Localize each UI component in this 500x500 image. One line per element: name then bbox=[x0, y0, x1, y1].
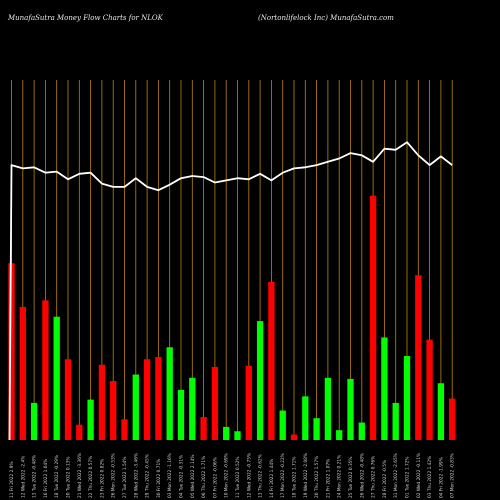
money-flow-bar bbox=[290, 434, 298, 440]
x-tick-label: 02 Wed 2022 -0.11% bbox=[416, 453, 422, 498]
money-flow-bar bbox=[53, 316, 60, 440]
x-tick-label: 14 Fri 2022 1.44% bbox=[269, 459, 275, 498]
money-flow-bar bbox=[426, 339, 433, 440]
x-tick-label: 29 Thu 2022 -0.45% bbox=[145, 454, 151, 498]
x-tick-label: 31 Mon 2022 -2.65% bbox=[393, 453, 399, 498]
x-tick-label: 26 Mon 2022 -0.53% bbox=[111, 453, 117, 498]
x-tick-label: 20 Tue 2022 0.13% bbox=[66, 457, 72, 499]
money-flow-bar bbox=[42, 300, 49, 440]
x-tick-label: 28 Wed 2022 -3.46% bbox=[133, 453, 139, 498]
money-flow-bar bbox=[347, 378, 354, 440]
x-tick-label: 13 Thu 2022 -0.62% bbox=[258, 454, 264, 498]
price-line bbox=[8, 141, 453, 441]
money-flow-bar bbox=[177, 389, 185, 440]
money-flow-bar bbox=[369, 195, 377, 440]
chart-title-left: MunafaSutra Money Flow Charts for NLOK bbox=[8, 14, 163, 22]
x-tick-label: 03 Mon 2022 -1.16% bbox=[167, 453, 173, 498]
money-flow-bar bbox=[132, 374, 139, 440]
money-flow-bar bbox=[324, 377, 332, 440]
x-tick-label: 23 Fri 2022 0.82% bbox=[99, 459, 105, 498]
x-tick-label: 04 Tue 2022 -0.31% bbox=[179, 455, 185, 498]
money-flow-bar bbox=[381, 337, 388, 440]
money-flow-bar bbox=[166, 347, 173, 440]
money-flow-bar bbox=[403, 356, 411, 440]
x-tick-label: 19 Wed 2022 -2.08% bbox=[303, 453, 309, 498]
money-flow-bar bbox=[358, 422, 365, 440]
x-tick-label: 01 Tue 2022 1.72% bbox=[405, 457, 411, 499]
money-flow-bar bbox=[302, 396, 309, 440]
x-tick-label: 03 Thu 2022 1.42% bbox=[427, 456, 433, 498]
x-tick-label: 27 Tue 2022 1.54% bbox=[122, 457, 128, 499]
money-flow-bar bbox=[30, 402, 38, 440]
x-tick-label: 05 Wed 2022 2.14% bbox=[190, 454, 196, 498]
x-tick-label: 27 Thu 2022 0.76% bbox=[371, 456, 377, 498]
money-flow-bar bbox=[437, 383, 445, 440]
money-flow-bar bbox=[313, 418, 320, 440]
money-flow-bar bbox=[415, 275, 422, 440]
x-tick-label: 18 Tue 2022 -0.29% bbox=[54, 455, 60, 498]
x-tick-label: 18 Tue 2022 1.71% bbox=[292, 457, 298, 499]
money-flow-bar bbox=[234, 431, 241, 440]
money-flow-bar bbox=[8, 263, 15, 440]
money-flow-bar bbox=[98, 364, 106, 440]
x-tick-label: 28 Fri 2022 -0.5% bbox=[382, 460, 388, 498]
x-tick-label: 06 Thu 2022 1.71% bbox=[201, 456, 207, 498]
money-flow-bar bbox=[143, 359, 151, 440]
money-flow-bar bbox=[76, 424, 83, 440]
money-flow-bar bbox=[223, 426, 230, 440]
x-tick-label: 07 Mon 2022 -0.83% bbox=[450, 453, 456, 498]
money-flow-bar bbox=[268, 281, 275, 440]
x-tick-label: 17 Mon 2022 -0.22% bbox=[280, 453, 286, 498]
money-flow-bar bbox=[245, 365, 252, 440]
money-flow-bar bbox=[189, 377, 196, 440]
money-flow-bar bbox=[121, 419, 128, 440]
x-tick-label: 07 Fri 2022 -0.06% bbox=[212, 457, 218, 498]
x-tick-label: 13 Tue 2022 -0.48% bbox=[32, 455, 38, 498]
x-tick-label: 20 Thu 2022 1.57% bbox=[314, 456, 320, 498]
money-flow-bar bbox=[200, 417, 207, 440]
money-flow-bar bbox=[279, 410, 286, 440]
x-tick-label: 10 Mon 2022 -0.69% bbox=[224, 453, 230, 498]
x-tick-label: 16 Fri 2022 1.04% bbox=[43, 459, 49, 498]
money-flow-bar bbox=[87, 399, 94, 440]
money-flow-bar bbox=[64, 359, 72, 440]
x-tick-label: 30 Fri 2022 0.71% bbox=[156, 459, 162, 498]
chart-title-right: (Nortonlifelock Inc) MunafaSutra.com bbox=[258, 14, 394, 22]
money-flow-bar bbox=[392, 402, 399, 440]
x-tick-label: 24 Mon 2022 0.21% bbox=[337, 455, 343, 498]
x-tick-label: 12 Wed 2022 -2.4% bbox=[20, 456, 26, 498]
money-flow-bar bbox=[110, 381, 117, 440]
x-tick-label: 25 Tue 2022 0.35% bbox=[348, 457, 354, 499]
money-flow-bar bbox=[256, 321, 264, 440]
x-tick-label: 22 Thu 2022 0.57% bbox=[88, 456, 94, 498]
x-tick-label: 11 Tue 2022 0.52% bbox=[235, 457, 241, 499]
money-flow-bar bbox=[211, 366, 219, 440]
x-tick-label: 26 Wed 2022 -0.48% bbox=[359, 453, 365, 498]
x-tick-label: 21 Wed 2022 -3.36% bbox=[77, 453, 83, 498]
x-tick-label: 04 Fri 2022 -1.99% bbox=[438, 457, 444, 498]
x-tick-label: 21 Fri 2022 1.07% bbox=[325, 459, 331, 498]
money-flow-bar bbox=[449, 398, 456, 440]
money-flow-bar bbox=[19, 306, 26, 440]
money-flow-bar bbox=[155, 357, 162, 440]
x-tick-label: 12 Wed 2022 -0.75% bbox=[246, 453, 252, 498]
money-flow-bar bbox=[336, 430, 343, 440]
x-tick-label: 11 Fri 2022 2.9% bbox=[9, 461, 15, 498]
